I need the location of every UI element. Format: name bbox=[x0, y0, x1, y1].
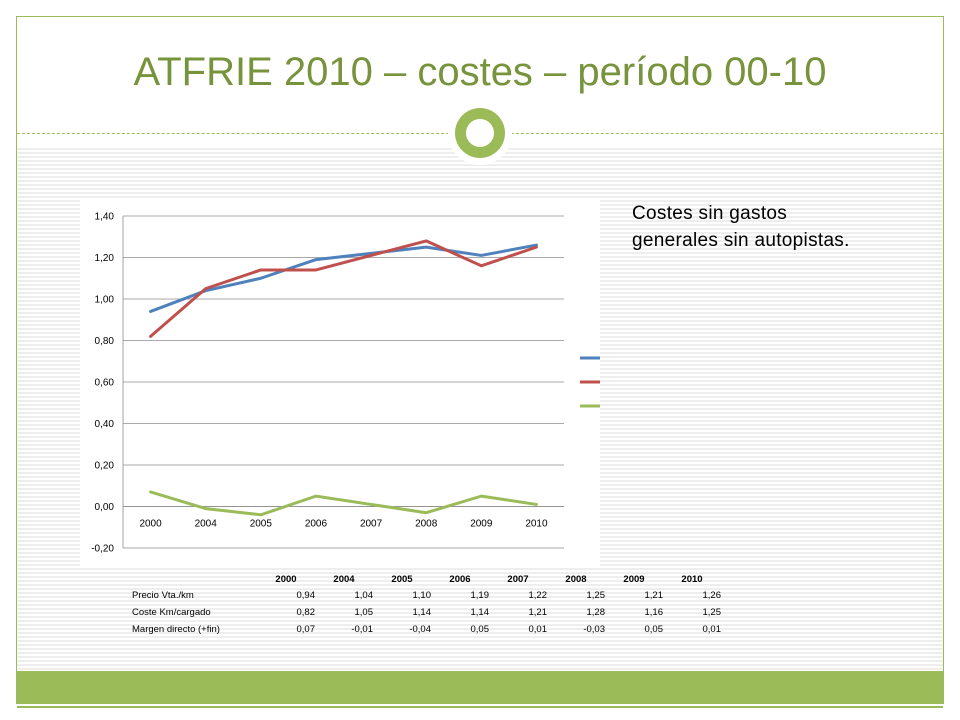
ring-icon-inner bbox=[463, 116, 497, 150]
y-tick-label: 1,40 bbox=[95, 212, 115, 223]
data-table-cell: 1,04 bbox=[354, 590, 374, 601]
data-table-cell: 1,14 bbox=[470, 607, 490, 618]
data-table-cell: 0,07 bbox=[296, 624, 316, 635]
data-table-cell: 1,25 bbox=[586, 590, 606, 601]
data-table-cell: 1,21 bbox=[528, 607, 548, 618]
data-table-row-label: Coste Km/cargado bbox=[132, 607, 211, 618]
data-table-year: 2010 bbox=[681, 574, 703, 585]
data-table-year: 2005 bbox=[391, 574, 413, 585]
series-line bbox=[149, 490, 538, 517]
data-table-cell: 0,05 bbox=[470, 624, 490, 635]
data-table-cell: 1,19 bbox=[470, 590, 490, 601]
data-table-cell: -0,03 bbox=[583, 624, 605, 635]
data-table-year: 2007 bbox=[507, 574, 529, 585]
series-line bbox=[149, 243, 538, 313]
x-tick-label: 2000 bbox=[139, 519, 162, 530]
data-table-row: Coste Km/cargado 0,82 1,05 1,14 1,14 1,21 1,28… bbox=[132, 604, 721, 621]
data-table-cell: 1,16 bbox=[644, 607, 664, 618]
x-tick-label: 2008 bbox=[415, 519, 438, 530]
data-table-header: 2000 2004 2005 2006 2007 2008 2009 2010 bbox=[132, 572, 721, 587]
data-table-cell: -0,01 bbox=[351, 624, 373, 635]
x-tick-label: 2007 bbox=[360, 519, 383, 530]
data-table-year: 2009 bbox=[623, 574, 645, 585]
data-table-row: Precio Vta./km 0,94 1,04 1,10 1,19 1,22 1,25 1,… bbox=[132, 587, 721, 604]
data-table-row-label: Precio Vta./km bbox=[132, 590, 194, 601]
data-table-cell: 1,21 bbox=[644, 590, 664, 601]
x-tick-label: 2009 bbox=[470, 519, 493, 530]
data-table-cell: 0,94 bbox=[296, 590, 316, 601]
data-table-cell: 1,10 bbox=[412, 590, 432, 601]
data-table-cell: 1,26 bbox=[702, 590, 722, 601]
slide-frame bbox=[16, 16, 944, 704]
data-table-cell: 0,01 bbox=[528, 624, 548, 635]
y-tick-label: 0,40 bbox=[95, 419, 115, 430]
data-table-cell: 1,28 bbox=[586, 607, 606, 618]
data-table-row: Margen directo (+fin) 0,07 -0,01 -0,04 0,05 0… bbox=[132, 621, 721, 638]
data-table-year: 2008 bbox=[565, 574, 587, 585]
data-table-cell: 1,14 bbox=[412, 607, 432, 618]
y-tick-label: 1,20 bbox=[95, 253, 115, 264]
y-tick-label: 1,00 bbox=[95, 295, 115, 306]
data-table-year: 2000 bbox=[275, 574, 297, 585]
footer-line bbox=[17, 706, 943, 708]
data-table-row-label: Margen directo (+fin) bbox=[132, 624, 220, 635]
data-table-cell: -0,04 bbox=[409, 624, 431, 635]
x-tick-label: 2004 bbox=[195, 519, 218, 530]
data-table-year: 2006 bbox=[449, 574, 471, 585]
chart-area: -0,20 0,00 0,20 0,40 0,60 0,80 1,00 1,20 1,40 200… bbox=[80, 198, 600, 568]
chart-note: Costes sin gastos generales sin autopist… bbox=[632, 203, 850, 251]
data-table-cell: 0,82 bbox=[296, 607, 316, 618]
data-table-corner bbox=[132, 572, 257, 587]
y-tick-label: -0,20 bbox=[91, 544, 114, 555]
data-table-cell: 1,25 bbox=[702, 607, 722, 618]
y-tick-label: 0,80 bbox=[95, 336, 115, 347]
y-tick-label: 0,00 bbox=[95, 502, 115, 513]
data-table-cell: 0,05 bbox=[644, 624, 664, 635]
chart-data-table: 2000 2004 2005 2006 2007 2008 2009 2010 Precio … bbox=[132, 572, 721, 638]
series-line bbox=[149, 239, 538, 338]
x-tick-label: 2006 bbox=[305, 519, 328, 530]
x-tick-label: 2005 bbox=[250, 519, 273, 530]
data-table-cell: 0,01 bbox=[702, 624, 722, 635]
x-tick-label: 2010 bbox=[525, 519, 548, 530]
y-tick-label: 0,60 bbox=[95, 378, 115, 389]
slide-title: ATFRIE 2010 – costes – período 00-10 bbox=[133, 50, 827, 94]
data-table-year: 2004 bbox=[333, 574, 355, 585]
line-chart: -0,20 0,00 0,20 0,40 0,60 0,80 1,00 1,20 1,40 200… bbox=[91, 212, 600, 555]
y-tick-label: 0,20 bbox=[95, 461, 115, 472]
data-table-cell: 1,22 bbox=[528, 590, 548, 601]
footer-bar bbox=[17, 671, 943, 703]
data-table-cell: 1,05 bbox=[354, 607, 374, 618]
